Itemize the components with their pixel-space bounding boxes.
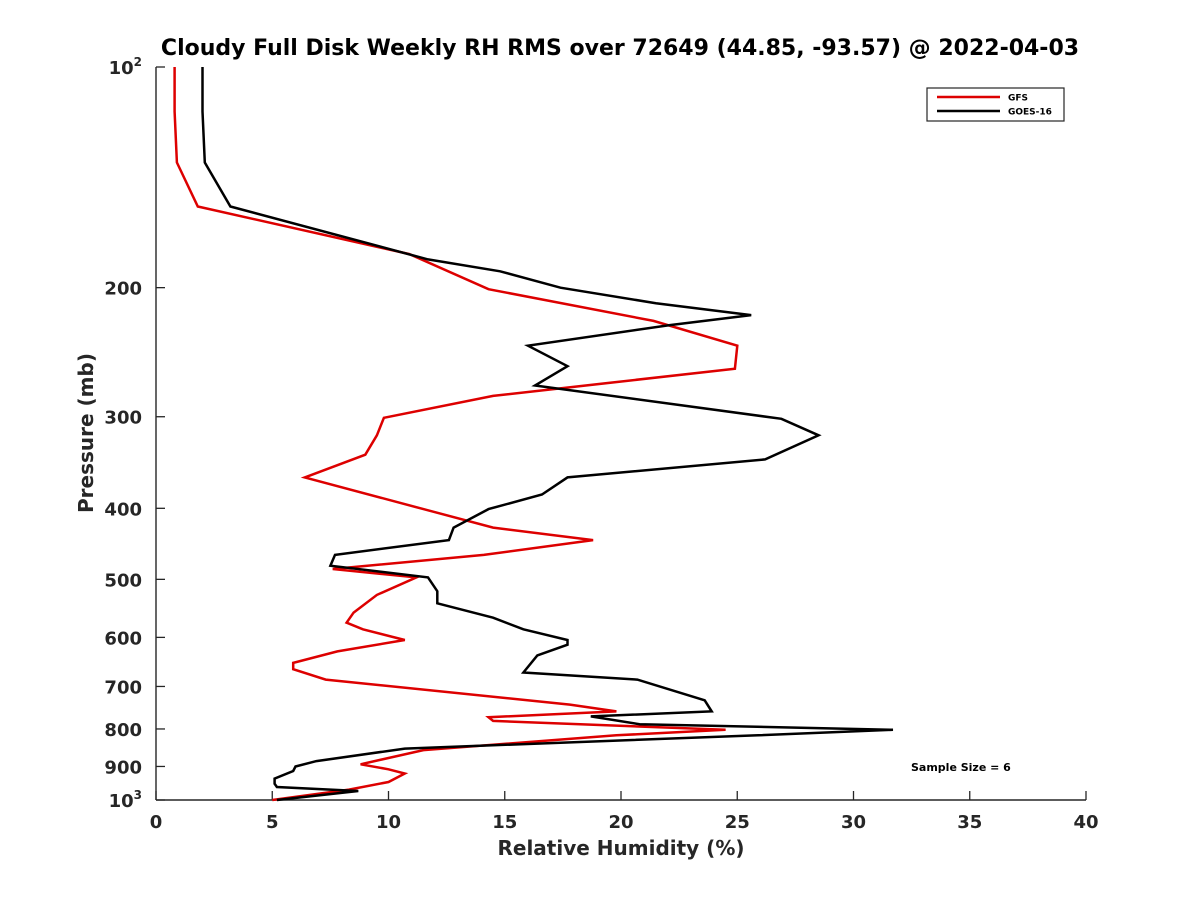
y-tick-label: 103 — [109, 788, 142, 812]
x-tick-label: 0 — [150, 812, 163, 833]
y-tick-exponent: 2 — [134, 55, 142, 69]
x-tick-label: 20 — [608, 812, 633, 833]
y-tick-label: 102 — [109, 55, 142, 79]
legend: GFS GOES-16 — [926, 87, 1065, 122]
series-line-gfs — [173, 67, 739, 802]
x-tick-label: 10 — [376, 812, 401, 833]
legend-label-goes16: GOES-16 — [1008, 108, 1052, 118]
y-tick-label: 700 — [104, 677, 142, 698]
x-tick-label: 35 — [957, 812, 982, 833]
y-axis-label: Pressure (mb) — [74, 353, 98, 513]
series-line-goes16 — [201, 67, 894, 802]
x-axis-ticks: 0 5 10 15 20 25 30 35 40 — [150, 791, 1099, 833]
y-tick-base: 10 — [109, 58, 134, 79]
sample-size-annotation: Sample Size = 6 — [911, 761, 1011, 774]
x-tick-label: 40 — [1073, 812, 1098, 833]
y-tick-label: 300 — [104, 408, 142, 429]
series-layer — [173, 67, 894, 802]
legend-label-gfs: GFS — [1008, 94, 1028, 104]
x-tick-label: 25 — [725, 812, 750, 833]
x-tick-label: 30 — [841, 812, 866, 833]
y-tick-label: 800 — [104, 720, 142, 741]
y-tick-label: 400 — [104, 499, 142, 520]
x-tick-label: 15 — [492, 812, 517, 833]
y-tick-label: 200 — [104, 279, 142, 300]
y-tick-label: 600 — [104, 628, 142, 649]
y-tick-exponent: 3 — [134, 788, 142, 802]
x-tick-label: 5 — [266, 812, 279, 833]
x-axis-label: Relative Humidity (%) — [497, 836, 744, 860]
y-tick-label: 500 — [104, 570, 142, 591]
legend-box — [926, 87, 1065, 122]
y-tick-label: 900 — [104, 757, 142, 778]
chart-title: Cloudy Full Disk Weekly RH RMS over 7264… — [161, 36, 1079, 61]
y-tick-base: 10 — [109, 791, 134, 812]
